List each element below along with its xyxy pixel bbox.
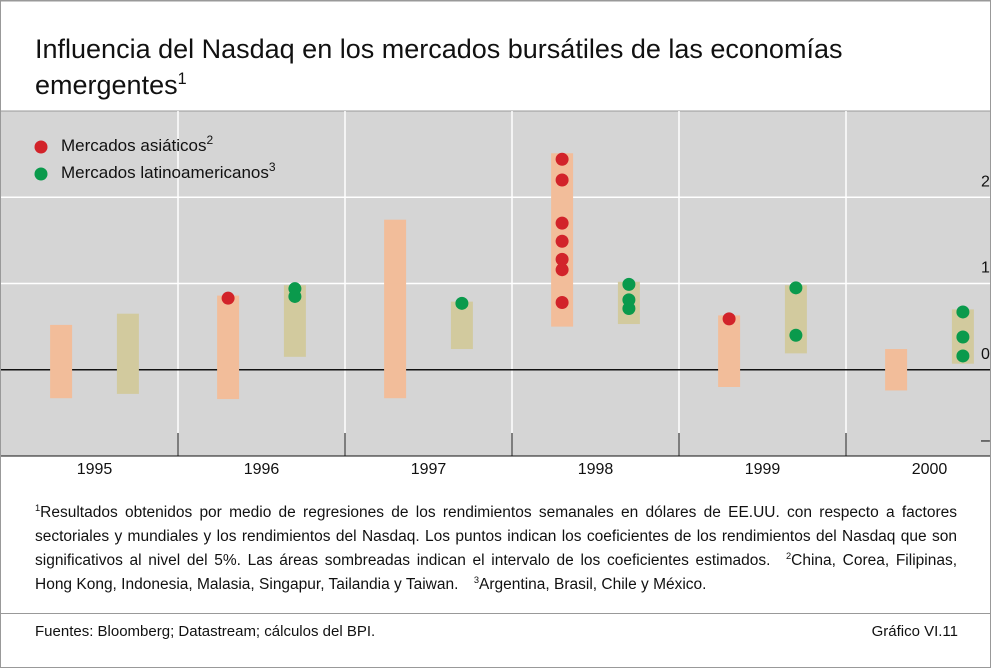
point [455,296,469,310]
legend-label: Mercados latinoamericanos3 [61,160,276,182]
point [789,328,803,342]
point [722,312,736,326]
x-tick-label: 1996 [244,461,280,478]
figure-label: Gráfico VI.11 [871,623,958,640]
point [555,263,569,277]
range-bar [217,295,240,400]
x-tick-label: 1997 [411,461,447,478]
note-text: Resultados obtenidos por medio de regres… [35,504,957,569]
source: Fuentes: Bloomberg; Datastream; cálculos… [35,623,376,640]
legend-note: 2 [207,133,214,147]
y-tick-label: 1 [981,260,990,277]
point [622,277,636,291]
note-marker: 1 [35,502,41,513]
point [956,330,970,344]
note-marker: 3 [473,574,480,585]
y-tick-label: – 1 [981,432,991,449]
legend-label: Mercados asiáticos2 [61,133,214,155]
point [288,289,302,303]
point [555,152,569,166]
legend-name: Mercados asiáticos [61,136,207,155]
chart-title: Influencia del Nasdaq en los mercados bu… [35,31,935,103]
point [555,252,569,266]
note-text: Argentina, Brasil, Chile y México. [479,576,707,593]
range-bar [283,285,306,357]
point [622,302,636,316]
legend-note: 3 [269,160,276,174]
note-text: China, Corea, Filipinas, Hong Kong, Indo… [35,552,957,593]
point [555,216,569,230]
range-bar [784,285,807,354]
chart: – 1 0 1 2 1995 1996 1997 1998 1999 2000 Mercados a… [1,1,991,478]
range-bar [718,315,741,387]
legend-marker [34,140,48,154]
rule [1,613,990,614]
title-note: 1 [177,70,187,88]
range-bar [50,324,73,399]
x-tick-label: 1998 [578,461,614,478]
point [956,305,970,319]
y-tick-label: 0 [981,346,990,363]
x-tick-label: 1999 [745,461,781,478]
footnotes: 1Resultados obtenidos por medio de regre… [35,501,957,597]
range-bar [450,301,473,350]
point [789,281,803,295]
legend-name: Mercados latinoamericanos [61,163,269,182]
x-tick-label: 2000 [912,461,948,478]
range-bar [116,313,139,394]
point [555,234,569,248]
point [555,295,569,309]
title-text: Influencia del Nasdaq en los mercados bu… [35,34,843,100]
point [956,349,970,363]
point [221,291,235,305]
legend-marker [34,167,48,181]
range-bar [885,349,908,391]
x-tick-label: 1995 [77,461,113,478]
note-marker: 2 [785,550,792,561]
point [555,173,569,187]
range-bar [384,219,407,399]
y-tick-label: 2 [981,173,990,190]
